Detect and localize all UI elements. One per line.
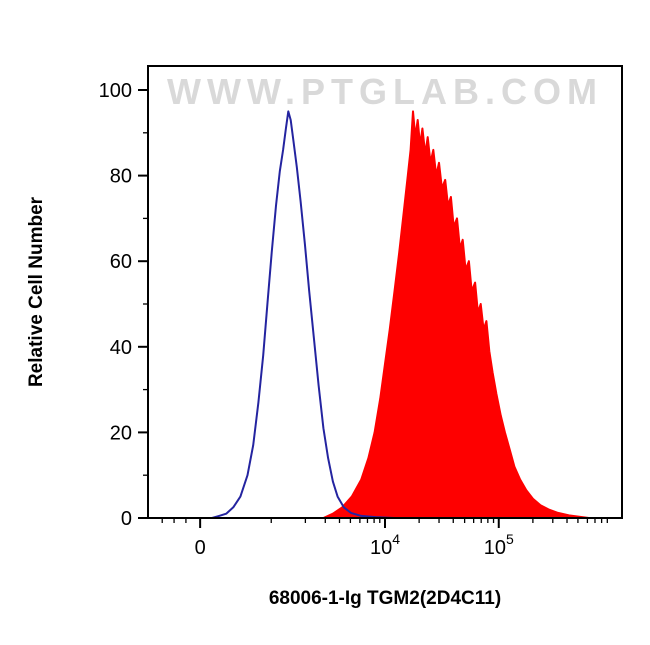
x-tick-label: 0 [195,537,206,559]
watermark-text: WWW.PTGLAB.COM [167,71,603,112]
x-tick-label: 104 [370,531,400,559]
y-tick-label: 80 [110,166,132,188]
y-tick-label: 60 [110,251,132,273]
x-tick-label: 105 [484,531,514,559]
series-filled-histogram [322,110,590,519]
series-open-histogram [211,110,395,519]
y-tick-label: 0 [121,508,132,530]
y-axis-title: Relative Cell Number [26,196,47,388]
y-tick-label: 100 [99,80,132,102]
x-axis-title: 68006-1-Ig TGM2(2D4C11) [268,588,502,609]
y-tick-label: 40 [110,337,132,359]
y-tick-label: 20 [110,422,132,444]
